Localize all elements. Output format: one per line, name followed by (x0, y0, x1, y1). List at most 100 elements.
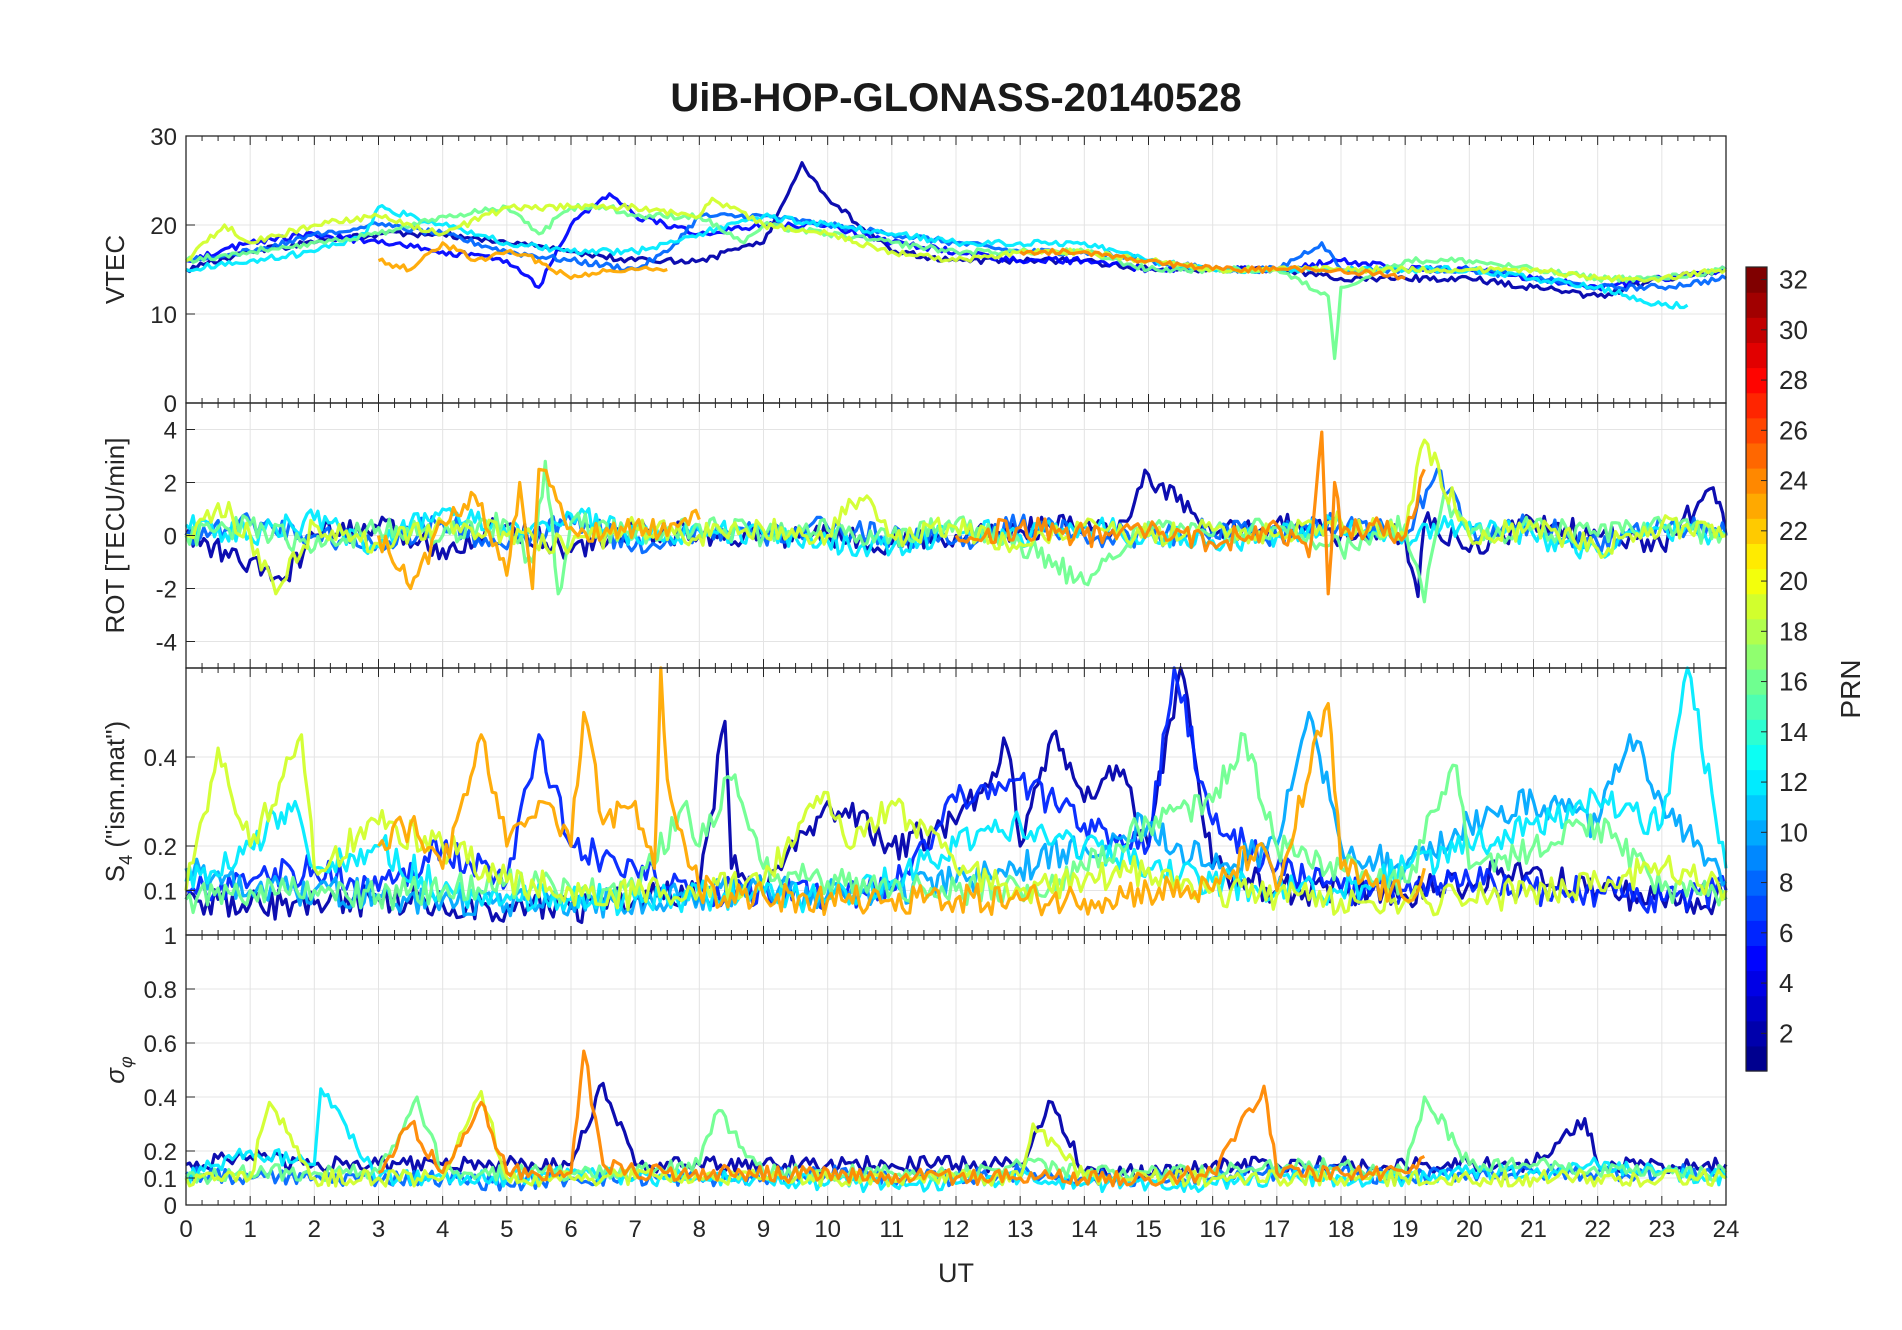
colorbar-tick-label: 28 (1779, 365, 1808, 395)
colorbar-segment (1746, 618, 1767, 645)
colorbar-segment (1746, 719, 1767, 745)
y-tick-label: 0.4 (144, 745, 177, 772)
x-tick-label: 8 (693, 1216, 706, 1243)
x-axis-label: UT (938, 1258, 974, 1288)
colorbar-segment (1746, 643, 1767, 670)
colorbar-segment (1746, 292, 1767, 318)
series-line-prn-23 (377, 241, 668, 280)
y-tick-label: 1 (164, 923, 177, 950)
y-tick-label: 0 (164, 524, 177, 551)
colorbar-segment (1746, 844, 1767, 871)
x-tick-label: 6 (564, 1216, 577, 1243)
y-axis-label-subscript: φ (116, 1056, 136, 1068)
y-tick-label: 30 (150, 124, 177, 151)
series-line-prn-23 (376, 467, 701, 591)
y-axis-label: VTEC (100, 235, 130, 304)
x-tick-label: 18 (1328, 1216, 1355, 1243)
colorbar-segment (1746, 794, 1767, 821)
colorbar-segment (1746, 417, 1767, 444)
x-tick-label: 9 (757, 1216, 770, 1243)
x-tick-label: 21 (1520, 1216, 1547, 1243)
colorbar-segment (1746, 593, 1767, 620)
x-tick-label: 23 (1648, 1216, 1675, 1243)
x-tick-label: 15 (1135, 1216, 1162, 1243)
y-axis-label-subscript: 4 (116, 855, 136, 865)
series-line-prn-19 (184, 733, 1728, 917)
colorbar-segment (1746, 819, 1767, 846)
y-axis-label-main: S (100, 865, 130, 882)
colorbar-segment (1746, 493, 1767, 519)
colorbar-tick-label: 24 (1779, 466, 1808, 496)
chart-title: UiB-HOP-GLONASS-20140528 (670, 76, 1242, 120)
y-tick-label: 0.2 (144, 1139, 177, 1166)
y-tick-label: -2 (156, 577, 177, 604)
colorbar-segment (1746, 367, 1767, 394)
series-line-prn-24 (1019, 247, 1406, 281)
colorbar-segment (1746, 970, 1767, 997)
x-tick-label: 4 (436, 1216, 449, 1243)
panel-S4: 0.1 0.2 0.4 S4 ("ism.mat") (100, 666, 1728, 936)
colorbar-tick-label: 30 (1779, 315, 1808, 345)
colorbar-segment (1746, 568, 1767, 595)
colorbar-segment (1746, 995, 1767, 1022)
series-line-prn-16 (184, 731, 1728, 915)
x-tick-label: 16 (1199, 1216, 1226, 1243)
y-axis-label: S4 ("ism.mat") (100, 721, 136, 882)
series-line-prn-12 (185, 204, 1689, 310)
x-tick-label: 22 (1584, 1216, 1611, 1243)
colorbar-segment (1746, 769, 1767, 796)
series-line-prn-10 (184, 710, 1728, 919)
colorbar-segment (1746, 317, 1767, 343)
colorbar-segment (1746, 920, 1767, 946)
panel-VTEC: 0 10 20 30 VTEC (100, 124, 1728, 418)
colorbar-tick-label: 26 (1779, 415, 1808, 445)
colorbar-segment (1746, 518, 1767, 544)
colorbar-tick-label: 12 (1779, 767, 1808, 797)
colorbar-segment (1746, 694, 1767, 720)
colorbar-segment (1746, 543, 1767, 570)
colorbar-segment (1746, 870, 1767, 896)
series-line-prn-23 (377, 666, 1426, 917)
x-tick-label: 5 (500, 1216, 513, 1243)
y-tick-label: 0.4 (144, 1085, 177, 1112)
colorbar-segment (1746, 392, 1767, 419)
colorbar-tick-label: 2 (1779, 1018, 1793, 1048)
colorbar-segment (1746, 468, 1767, 494)
y-axis-label-main: σ (100, 1067, 130, 1084)
y-tick-label: 4 (164, 418, 177, 445)
series-line-prn-19 (185, 196, 1728, 283)
colorbar-segment (1746, 669, 1767, 695)
colorbar-label: PRN (1835, 659, 1866, 718)
colorbar-segment (1746, 442, 1767, 469)
x-tick-label: 12 (943, 1216, 970, 1243)
y-tick-label: 2 (164, 471, 177, 498)
x-tick-label: 20 (1456, 1216, 1483, 1243)
panel-ROT: -4 -2 0 2 4 ROT [TECU/min] (100, 402, 1728, 669)
series-line-prn-16 (184, 202, 1727, 361)
x-tick-label: 19 (1392, 1216, 1419, 1243)
y-tick-label: 0.8 (144, 977, 177, 1004)
x-tick-label: 11 (879, 1216, 904, 1243)
colorbar-tick-label: 10 (1779, 817, 1808, 847)
x-tick-label: 14 (1071, 1216, 1098, 1243)
series-line-prn-24 (377, 1049, 1426, 1188)
x-tick-label: 13 (1007, 1216, 1034, 1243)
colorbar-segment (1746, 945, 1767, 972)
colorbar-tick-label: 8 (1779, 868, 1793, 898)
colorbar-tick-label: 22 (1779, 516, 1808, 546)
y-tick-label: -4 (156, 630, 177, 657)
y-axis-label: ROT [TECU/min] (100, 438, 130, 634)
x-tick-label: 3 (372, 1216, 385, 1243)
colorbar-tick-label: 14 (1779, 717, 1808, 747)
x-tick-label: 0 (179, 1216, 192, 1243)
colorbar-segment (1746, 267, 1767, 293)
colorbar-tick-label: 6 (1779, 918, 1793, 948)
y-tick-label: 0.6 (144, 1031, 177, 1058)
colorbar-frame (1745, 266, 1768, 1072)
y-tick-label: 20 (150, 213, 177, 240)
colorbar-tick-label: 4 (1779, 968, 1793, 998)
y-tick-label: 0 (164, 1193, 177, 1220)
colorbar-segment (1746, 895, 1767, 921)
